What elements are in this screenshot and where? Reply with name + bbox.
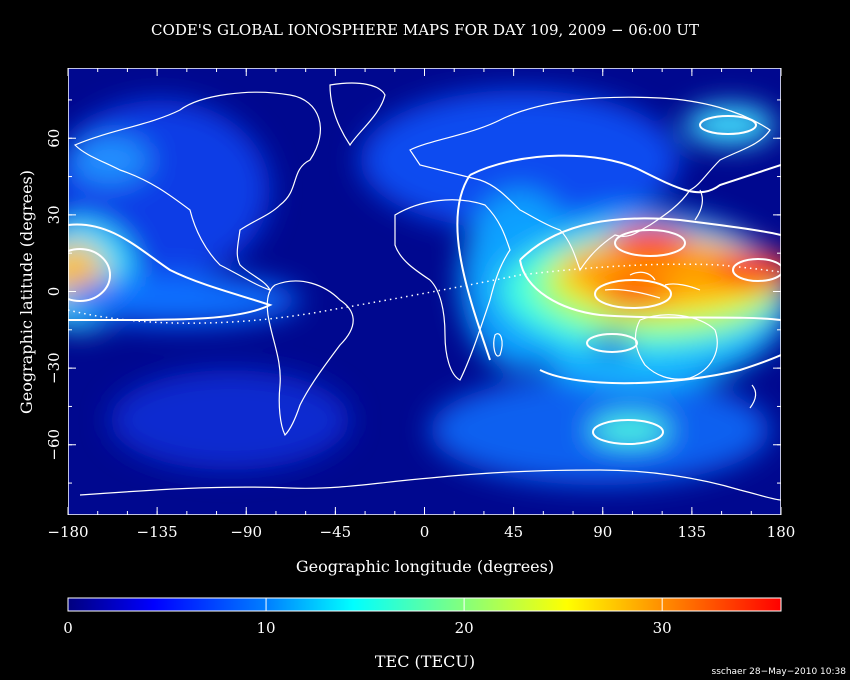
x-tick-label: 0	[420, 523, 430, 541]
map-title: CODE'S GLOBAL IONOSPHERE MAPS FOR DAY 10…	[151, 21, 699, 39]
coast-greenland	[329, 82, 386, 147]
x-tick-label: −45	[320, 523, 352, 541]
colorbar-tick-label: 30	[653, 619, 672, 637]
x-tick-label: −135	[137, 523, 178, 541]
y-tick-label: −60	[45, 429, 63, 461]
coast-eurasia	[409, 96, 771, 272]
colorbar-gradient	[67, 597, 782, 612]
coast-africa	[394, 199, 511, 381]
x-tick-label: −90	[230, 523, 262, 541]
y-tick-label: 60	[45, 129, 63, 148]
x-tick-label: −180	[47, 523, 88, 541]
coast-new-zealand	[749, 384, 757, 409]
coast-japan	[694, 189, 704, 221]
tec-map-panel	[68, 68, 781, 515]
colorbar-tick-label: 10	[257, 619, 276, 637]
x-axis-ticks: −180 −135 −90 −45 0 45 90 135 180	[47, 523, 795, 541]
y-tick-label: 0	[45, 287, 63, 297]
coast-indonesia	[604, 271, 701, 299]
coast-australia	[634, 314, 718, 380]
tec-field	[68, 90, 781, 485]
x-tick-label: 180	[767, 523, 796, 541]
y-tick-label: 30	[45, 205, 63, 224]
colorbar: 0 10 20 30	[63, 597, 782, 637]
colorbar-tick-label: 20	[455, 619, 474, 637]
credit-text: sschaer 28−May−2010 10:38	[712, 667, 847, 677]
coast-antarctica	[79, 469, 781, 501]
y-tick-label: −30	[45, 352, 63, 384]
colorbar-tick-label: 0	[63, 619, 73, 637]
colorbar-label: TEC (TECU)	[375, 652, 475, 671]
x-tick-label: 135	[678, 523, 707, 541]
tec-contours	[68, 115, 781, 445]
coast-north-america	[73, 91, 321, 292]
coast-madagascar	[493, 333, 503, 357]
x-tick-label: 45	[504, 523, 523, 541]
y-axis-ticks: −60 −30 0 30 60	[45, 129, 63, 461]
colorbar-ticks: 0 10 20 30	[63, 598, 672, 637]
x-tick-label: 90	[593, 523, 612, 541]
axis-tick-marks	[67, 68, 782, 515]
coastlines	[73, 82, 781, 501]
y-axis-label: Geographic latitude (degrees)	[17, 170, 36, 414]
coast-south-america	[266, 280, 354, 437]
x-axis-label: Geographic longitude (degrees)	[296, 557, 554, 576]
